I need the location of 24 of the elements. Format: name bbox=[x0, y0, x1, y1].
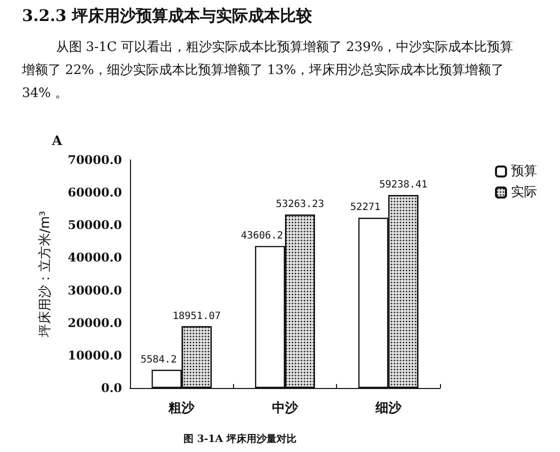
chart-subtitle: 从图 3-1C 可以看出，粗沙实际成本比预算增额了 239%，中沙实际成本比预算增额了 22%，细沙实际成本比预算增额了 13%，坪床用沙总实际成本比预算增额了 34% 。 bbox=[22, 39, 514, 103]
chart-title: 3.2.3 坪床用沙预算成本与实际成本比较 bbox=[22, 6, 312, 27]
y-tick-label: 0.0 bbox=[101, 381, 122, 395]
data-label: 5584.2 bbox=[140, 354, 177, 366]
y-tick-label: 50000.0 bbox=[68, 218, 122, 232]
x-tick-label: 细沙 bbox=[374, 401, 402, 416]
y-tick-label: 60000.0 bbox=[68, 186, 122, 200]
legend-label: 预算 bbox=[511, 164, 537, 179]
legend-label: 实际 bbox=[511, 185, 537, 200]
y-tick-label: 20000.0 bbox=[68, 316, 122, 330]
text: A bbox=[52, 134, 62, 149]
y-tick-label: 70000.0 bbox=[68, 153, 122, 167]
y-axis-title: 坪床用沙：立方米/m³ bbox=[37, 210, 53, 338]
x-tick-label: 粗沙 bbox=[168, 401, 196, 416]
y-tick-label: 40000.0 bbox=[68, 250, 122, 265]
data-label: 43606.2 bbox=[240, 230, 284, 242]
data-label: 52271 bbox=[350, 202, 380, 214]
y-tick-label: 30000.0 bbox=[68, 283, 122, 298]
data-label: 53263.23 bbox=[276, 199, 324, 210]
data-label: 59238.41 bbox=[379, 180, 428, 191]
y-tick-label: 10000.0 bbox=[68, 348, 122, 362]
data-label: 18951.07 bbox=[172, 310, 221, 322]
caption: 图 3-1A 坪床用沙量对比 bbox=[182, 432, 298, 446]
x-tick-label: 中沙 bbox=[272, 401, 299, 416]
